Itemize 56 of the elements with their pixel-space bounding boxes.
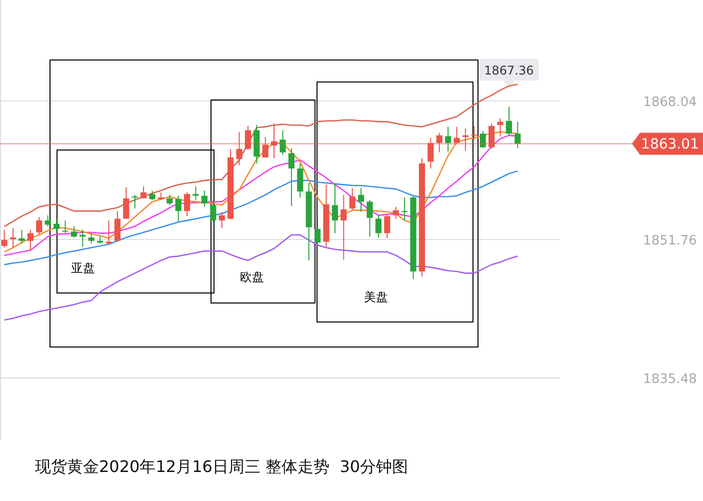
candlestick [445,126,452,152]
candlestick [480,130,486,149]
candlestick [140,186,147,199]
annotation: 1867.36 [478,58,539,88]
candlestick [349,188,356,211]
candlestick [27,229,34,251]
candlestick [332,183,338,234]
candlestick [454,126,460,144]
candlestick [123,186,130,220]
candlestick [114,210,120,242]
candlestick [70,226,77,238]
candlestick [244,125,251,150]
candlestick [18,229,25,244]
candlestick [392,206,399,220]
y-tick-label: 1851.76 [643,233,697,248]
y-tick-label: 1835.48 [643,372,697,388]
candlestick [340,194,347,260]
candlestick [428,137,434,170]
candlestick [149,190,156,200]
candlestick [488,122,495,150]
candlestick [280,130,286,156]
candlestick [88,232,94,244]
text: 现货黄金2020年12月16日周三 整体走势 30分钟图 [35,457,408,476]
candlestick [201,190,208,208]
candlestick [62,220,68,234]
candlestick [384,213,390,239]
candlestick [236,131,242,166]
candlestick [262,136,268,158]
candlestick [166,194,173,206]
candlestick [366,200,373,238]
candlestick [514,121,521,149]
annotation: 1867.36 [484,64,534,78]
candlestick [210,200,216,222]
candlestick [471,125,478,140]
candlestick [314,214,321,244]
candlestick [184,192,190,217]
candlestick [192,186,199,200]
candlestick [402,196,408,221]
candlestick [358,188,364,212]
candlestick [132,194,138,210]
candlestick [36,216,42,236]
candlestick [175,195,182,223]
candlestick [54,218,60,234]
candlestick [106,220,112,245]
candlestick [506,106,512,136]
candlestick [44,214,51,227]
ref-line-label: 1863.01 [641,136,699,153]
candlestick [297,162,304,198]
candlestick [218,211,225,229]
y-tick-label: 1868.04 [643,94,697,110]
candlestick [497,118,504,137]
candlestick [375,214,382,238]
candlestick [288,148,294,206]
candlestick [1,229,8,248]
candlestick [271,122,278,159]
candlestick [436,132,442,153]
